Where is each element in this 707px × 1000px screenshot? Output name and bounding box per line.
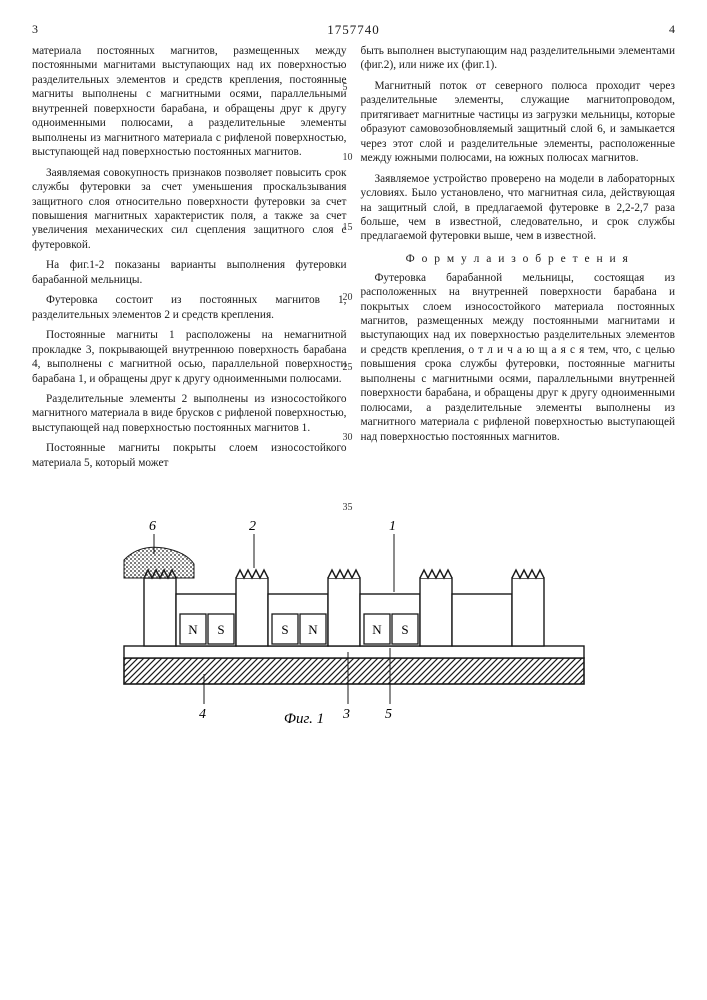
document-number: 1757740 — [47, 22, 660, 38]
pole-label: S — [281, 622, 288, 637]
line-marker: 15 — [343, 222, 353, 235]
left-p4: Футеровка состоит из постоянных магнитов… — [32, 293, 347, 322]
left-p2: Заявляемая совокупность признаков позвол… — [32, 166, 347, 253]
callout-1: 1 — [389, 519, 396, 534]
right-p3: Заявляемое устройство проверено на модел… — [361, 172, 676, 244]
left-p6: Разделительные элементы 2 выполнены из и… — [32, 392, 347, 435]
pole-label: N — [188, 622, 198, 637]
patent-page: 3 1757740 4 материала постоянных магнито… — [0, 0, 707, 748]
right-p4: Футеровка барабанной мельницы, состоящая… — [361, 271, 676, 444]
figure-svg: N S S N N S — [94, 498, 614, 728]
left-p1: материала постоянных магнитов, размещенн… — [32, 44, 347, 160]
line-marker: 30 — [343, 432, 353, 445]
left-p5: Постоянные магниты 1 расположены на нема… — [32, 328, 347, 386]
line-marker: 20 — [343, 292, 353, 305]
line-marker: 10 — [343, 152, 353, 165]
pole-label: S — [217, 622, 224, 637]
pole-label: S — [401, 622, 408, 637]
line-marker: 5 — [343, 82, 348, 95]
left-p7: Постоянные магниты покрыты слоем износос… — [32, 441, 347, 470]
callout-3: 3 — [342, 707, 350, 722]
right-p2: Магнитный поток от северного полюса прох… — [361, 79, 676, 166]
pole-label: N — [308, 622, 318, 637]
right-column: 5 10 15 20 25 30 35 быть выполнен выступ… — [361, 44, 676, 476]
pole-label: N — [372, 622, 382, 637]
callout-2: 2 — [249, 519, 256, 534]
callout-5: 5 — [385, 707, 392, 722]
line-marker: 35 — [343, 502, 353, 515]
figure-1: N S S N N S — [32, 498, 675, 728]
page-header: 3 1757740 4 — [32, 22, 675, 38]
formula-title: Ф о р м у л а и з о б р е т е н и я — [361, 252, 676, 267]
two-column-body: материала постоянных магнитов, размещенн… — [32, 44, 675, 476]
right-p1: быть выполнен выступающим над разделител… — [361, 44, 676, 73]
line-marker: 25 — [343, 362, 353, 375]
callout-4: 4 — [199, 707, 206, 722]
left-p3: На фиг.1-2 показаны варианты выполнения … — [32, 258, 347, 287]
left-column: материала постоянных магнитов, размещенн… — [32, 44, 347, 476]
col-num-right: 4 — [660, 22, 675, 38]
figure-caption: Фиг. 1 — [283, 711, 323, 727]
callout-6: 6 — [149, 519, 156, 534]
col-num-left: 3 — [32, 22, 47, 38]
